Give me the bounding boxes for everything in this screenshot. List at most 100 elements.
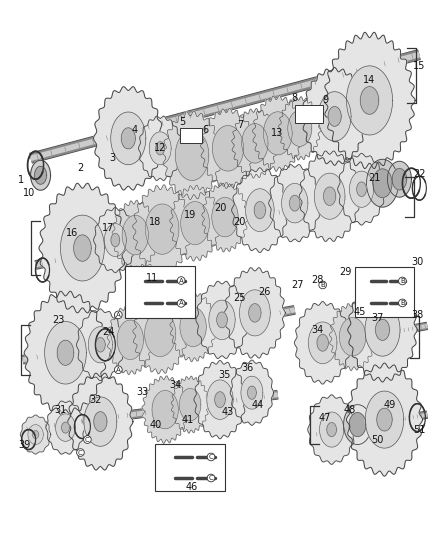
Text: 3: 3 bbox=[109, 154, 115, 163]
Text: 51: 51 bbox=[413, 425, 426, 434]
Text: 8: 8 bbox=[292, 93, 298, 103]
Polygon shape bbox=[324, 187, 336, 205]
Polygon shape bbox=[232, 109, 278, 178]
Text: 26: 26 bbox=[259, 287, 271, 297]
Polygon shape bbox=[122, 215, 148, 255]
Polygon shape bbox=[388, 161, 411, 197]
Polygon shape bbox=[149, 132, 171, 165]
Polygon shape bbox=[308, 322, 337, 364]
Polygon shape bbox=[45, 321, 86, 384]
Polygon shape bbox=[328, 107, 341, 126]
Text: 11: 11 bbox=[146, 273, 159, 283]
Text: 44: 44 bbox=[252, 400, 264, 410]
Text: 23: 23 bbox=[52, 315, 65, 325]
Polygon shape bbox=[194, 360, 246, 439]
Text: 16: 16 bbox=[66, 228, 78, 238]
Polygon shape bbox=[202, 182, 248, 252]
Polygon shape bbox=[299, 151, 360, 241]
Polygon shape bbox=[142, 376, 188, 443]
Polygon shape bbox=[162, 111, 222, 199]
Polygon shape bbox=[339, 318, 366, 356]
Polygon shape bbox=[145, 204, 179, 254]
Polygon shape bbox=[375, 319, 389, 341]
Polygon shape bbox=[94, 207, 137, 273]
Polygon shape bbox=[268, 165, 321, 242]
Bar bbox=[125, 266, 195, 318]
Polygon shape bbox=[133, 185, 192, 273]
Polygon shape bbox=[212, 197, 238, 237]
Polygon shape bbox=[318, 92, 351, 141]
Text: 31: 31 bbox=[54, 405, 67, 415]
Polygon shape bbox=[290, 195, 300, 211]
Text: 43: 43 bbox=[222, 407, 234, 417]
Polygon shape bbox=[170, 292, 216, 362]
Polygon shape bbox=[62, 422, 70, 433]
Text: 25: 25 bbox=[234, 293, 246, 303]
Polygon shape bbox=[152, 391, 178, 429]
Text: 33: 33 bbox=[136, 386, 148, 397]
Polygon shape bbox=[24, 291, 107, 414]
Polygon shape bbox=[249, 304, 261, 322]
Text: 34: 34 bbox=[169, 379, 181, 390]
Polygon shape bbox=[357, 182, 366, 197]
Text: 18: 18 bbox=[149, 217, 161, 227]
Text: C: C bbox=[208, 475, 213, 481]
Polygon shape bbox=[121, 128, 135, 149]
Text: 6: 6 bbox=[202, 125, 208, 135]
Polygon shape bbox=[377, 408, 392, 431]
Polygon shape bbox=[240, 290, 270, 336]
Polygon shape bbox=[181, 201, 209, 245]
Polygon shape bbox=[215, 392, 225, 408]
Polygon shape bbox=[373, 169, 392, 198]
Text: 40: 40 bbox=[149, 419, 161, 430]
Polygon shape bbox=[60, 215, 104, 281]
Polygon shape bbox=[145, 311, 176, 357]
Polygon shape bbox=[365, 303, 400, 356]
Polygon shape bbox=[242, 124, 268, 163]
Text: 36: 36 bbox=[242, 363, 254, 373]
Text: 32: 32 bbox=[89, 394, 102, 405]
Text: 27: 27 bbox=[292, 280, 304, 290]
Text: B: B bbox=[400, 300, 405, 306]
Polygon shape bbox=[35, 166, 46, 184]
Polygon shape bbox=[314, 173, 345, 219]
Polygon shape bbox=[241, 376, 263, 409]
Polygon shape bbox=[88, 327, 113, 363]
Polygon shape bbox=[224, 268, 285, 358]
Polygon shape bbox=[253, 95, 303, 171]
Text: 1: 1 bbox=[18, 175, 24, 185]
Polygon shape bbox=[207, 380, 233, 419]
Text: 9: 9 bbox=[323, 95, 329, 106]
Polygon shape bbox=[57, 340, 74, 365]
Polygon shape bbox=[107, 305, 153, 375]
Polygon shape bbox=[308, 395, 356, 464]
Bar bbox=[355, 267, 414, 317]
Text: B: B bbox=[400, 278, 405, 284]
Polygon shape bbox=[346, 363, 423, 476]
Polygon shape bbox=[28, 425, 43, 445]
Polygon shape bbox=[104, 224, 126, 256]
Polygon shape bbox=[170, 185, 220, 261]
Text: A: A bbox=[179, 278, 184, 284]
Text: 21: 21 bbox=[368, 173, 381, 183]
Text: 15: 15 bbox=[413, 61, 426, 70]
Polygon shape bbox=[46, 401, 85, 454]
Polygon shape bbox=[201, 108, 255, 188]
Text: 49: 49 bbox=[383, 400, 396, 410]
Text: 19: 19 bbox=[184, 210, 196, 220]
Polygon shape bbox=[360, 86, 379, 114]
Text: 7: 7 bbox=[237, 120, 243, 131]
Bar bbox=[180, 128, 202, 143]
Polygon shape bbox=[349, 413, 366, 437]
Text: 50: 50 bbox=[371, 434, 384, 445]
Polygon shape bbox=[320, 412, 344, 447]
Polygon shape bbox=[324, 33, 415, 168]
Text: 13: 13 bbox=[271, 128, 283, 139]
Text: A: A bbox=[116, 312, 121, 318]
Polygon shape bbox=[94, 411, 107, 432]
Text: 34: 34 bbox=[311, 325, 324, 335]
Polygon shape bbox=[180, 307, 206, 346]
Polygon shape bbox=[171, 376, 209, 433]
Polygon shape bbox=[279, 96, 321, 160]
Polygon shape bbox=[230, 360, 274, 425]
